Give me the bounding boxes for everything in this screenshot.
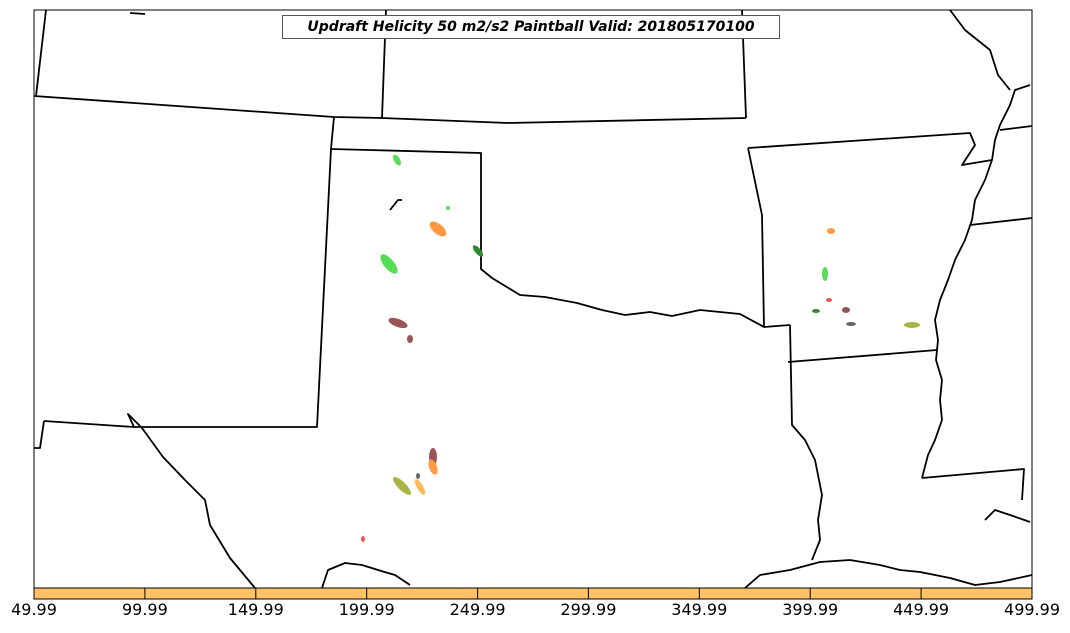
swath-gray-2 <box>846 322 856 326</box>
map-title: Updraft Helicity 50 m2/s2 Paintball Vali… <box>282 15 780 39</box>
border-ky-tn <box>999 125 1033 131</box>
state-boundaries <box>33 9 1033 589</box>
border-ok-panhandle <box>330 148 791 328</box>
colorbar-tick-label: 149.99 <box>227 600 284 619</box>
border-mo-il-top <box>949 9 1011 91</box>
border-nm-south <box>43 420 135 428</box>
paintball-swaths <box>361 154 920 542</box>
lake-outline-2 <box>389 199 402 211</box>
colorbar-tick-label: 499.99 <box>1004 600 1060 619</box>
colorbar-tick-label: 399.99 <box>782 600 839 619</box>
swath-orange-2 <box>428 459 438 475</box>
swath-green-2 <box>446 206 450 210</box>
swath-brown-1 <box>388 317 408 329</box>
gulf-coastline <box>744 559 1033 589</box>
colorbar-tick-label: 349.99 <box>671 600 728 619</box>
border-nm-west <box>34 420 45 449</box>
colorbar-tick-label: 249.99 <box>449 600 506 619</box>
swath-olive-1 <box>393 477 411 495</box>
map-frame <box>33 9 1033 589</box>
colorbar-tick-label: 49.99 <box>11 600 57 619</box>
border-ar-south <box>787 349 938 363</box>
border-mississippi-river <box>921 84 1031 479</box>
colorbar-tick-label: 299.99 <box>560 600 617 619</box>
swath-brown-2 <box>407 335 413 343</box>
swath-orange-3 <box>827 228 835 234</box>
lake-outline-1 <box>129 12 146 15</box>
swath-green-3 <box>380 254 398 274</box>
swath-gray-1 <box>416 473 420 479</box>
colorbar-tick-label: 449.99 <box>893 600 950 619</box>
swath-red-2 <box>826 298 832 302</box>
colorbar-tick-label: 99.99 <box>121 600 168 619</box>
swath-dark-green-2 <box>812 309 820 313</box>
swath-orange-1 <box>429 221 447 237</box>
coast-al-fl <box>984 509 1031 523</box>
border-ks-ok <box>330 116 335 150</box>
colorbar <box>33 587 1033 600</box>
colorbar-tick-label: 199.99 <box>338 600 395 619</box>
swath-red-1 <box>361 536 365 542</box>
border-co-north <box>35 9 47 97</box>
swath-light-orange-1 <box>414 479 426 495</box>
coast-tx-south <box>321 562 411 589</box>
swath-green-4 <box>822 267 828 281</box>
swath-dark-green-1 <box>472 245 484 257</box>
border-ok-ar <box>747 147 765 328</box>
border-nm-tx <box>127 148 332 589</box>
border-ms-al <box>921 468 1025 501</box>
colorbar-ticks <box>33 588 1033 599</box>
border-tn-ms <box>969 217 1033 226</box>
swath-brown-4 <box>842 307 850 313</box>
swath-olive-2 <box>904 322 920 328</box>
swath-green-1 <box>393 154 401 166</box>
border-ar-north <box>747 132 993 166</box>
border-tx-la <box>789 324 823 561</box>
